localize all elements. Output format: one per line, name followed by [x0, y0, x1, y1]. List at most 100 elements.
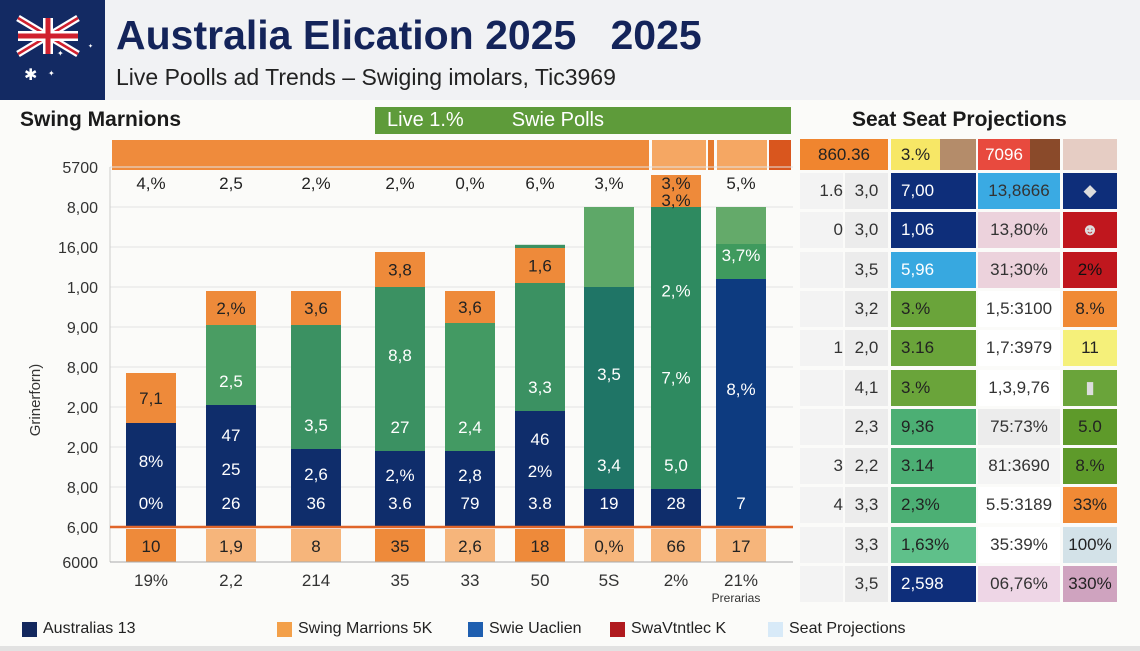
y-tick-label: 2,00 — [67, 440, 98, 457]
bar-segment-label: 2% — [528, 462, 553, 481]
bottom-value-label: 35 — [391, 537, 410, 556]
bar-segment-label: 0% — [139, 494, 164, 513]
bar-segment-label: 7,% — [661, 369, 690, 388]
row-value: 2,3 — [845, 408, 888, 445]
y-tick-label: 9,00 — [67, 320, 98, 337]
row-share: 3.% — [891, 290, 976, 327]
bar-segment-label: 3,% — [661, 191, 690, 210]
row-label — [800, 566, 843, 602]
y-tick-label: 2,00 — [67, 400, 98, 417]
bottom-value-box — [716, 529, 766, 562]
bar-segment — [651, 489, 701, 527]
row-label: 4 — [800, 487, 843, 524]
x-tick-label: 214 — [302, 571, 330, 590]
row-badge: 11 — [1063, 330, 1117, 367]
row-share: 3.% — [891, 369, 976, 406]
legend-swatch — [277, 621, 292, 637]
bar-segment-label: 19 — [600, 494, 619, 513]
row-share: 5,96 — [891, 251, 976, 288]
bar-top-label: 6,% — [525, 174, 554, 193]
bar-segment-label: 8,8 — [388, 346, 412, 365]
legend-label: Swing Marrions 5K — [298, 620, 433, 637]
bar-segment-label: 3,8 — [388, 261, 412, 280]
svg-text:✱: ✱ — [24, 67, 37, 84]
row-share: 2,3% — [891, 487, 976, 524]
svg-text:✦: ✦ — [48, 69, 55, 78]
x-tick-label: 50 — [531, 571, 550, 590]
bar-segment-label: 2,4 — [458, 418, 482, 437]
x-sublabel: Prerarias — [712, 591, 761, 605]
bar-top-label: 0,% — [455, 174, 484, 193]
stacked-bar-chart: 5700 8,00 16,00 1,00 9,00 8,00 2,00 2,00 8,00 6,0… — [27, 140, 793, 605]
bar-segment-label: 3.8 — [528, 494, 552, 513]
row-label: 1.6 — [800, 173, 843, 209]
bar-segment-label: 3,3 — [528, 378, 552, 397]
bar-segment — [651, 175, 701, 207]
row-value: 3,0 — [845, 173, 888, 209]
bar-segment-label: 25 — [222, 460, 241, 479]
bottom-value-box — [291, 529, 341, 562]
bar-segment-label: 7,1 — [139, 389, 163, 408]
top-banner-segment — [717, 140, 767, 170]
row-label: 0 — [800, 212, 843, 249]
row-badge: 5.0 — [1063, 408, 1117, 445]
bar-segment — [206, 325, 256, 405]
bar-segment-label: 8,% — [726, 380, 755, 399]
row-ratio: 13,80% — [978, 212, 1060, 249]
bar-segment — [515, 248, 565, 283]
bar-segment — [445, 291, 495, 323]
bar-segment — [515, 244, 565, 248]
bar-segment — [126, 423, 176, 527]
bar-segment — [716, 244, 766, 279]
bar-segment — [515, 411, 565, 527]
australian-flag-icon: ✱ ✦ ✦ ✦ — [0, 0, 105, 100]
bar-top-label: 4,% — [136, 174, 165, 193]
legend-swatch — [768, 621, 783, 637]
top-banner-segment — [112, 140, 649, 170]
bar-segment — [126, 373, 176, 423]
figure-icon: ▮ — [1063, 369, 1117, 406]
row-ratio: 35:39% — [978, 526, 1060, 563]
row-label: 1 — [800, 330, 843, 367]
bar-segment-label: 3,6 — [458, 298, 482, 317]
row-share: 9,36 — [891, 408, 976, 445]
x-tick-label: 5S — [599, 571, 620, 590]
legend: Australias 13 Swing Marrions 5K Swie Uacli… — [0, 620, 1140, 640]
bottom-value-label: 18 — [531, 537, 550, 556]
bar-segment — [291, 325, 341, 449]
bottom-value-label: 0,% — [594, 537, 623, 556]
bar-segment-label: 79 — [461, 494, 480, 513]
bar-top-label: 2,5 — [219, 174, 243, 193]
person-photo-icon — [1030, 139, 1060, 170]
bar-segment — [445, 451, 495, 527]
bar-top-label: 3,% — [594, 174, 623, 193]
bar-segment — [584, 489, 634, 527]
row-value: 3,2 — [845, 290, 888, 327]
row-value: 2,2 — [845, 448, 888, 485]
bottom-value-box — [206, 529, 256, 562]
row-share: 2,598 — [891, 566, 976, 602]
bar-segment — [291, 449, 341, 527]
y-tick-label: 8,00 — [67, 200, 98, 217]
row-label — [800, 408, 843, 445]
row-badge: 330% — [1063, 566, 1117, 602]
x-tick-label: 2% — [664, 571, 689, 590]
bar-top-label: 2,% — [385, 174, 414, 193]
bar-segment-label: 5,0 — [664, 456, 688, 475]
top-banner-segment — [769, 140, 791, 170]
row-share: 3.16 — [891, 330, 976, 367]
legend-item: Seat Projections — [768, 620, 906, 638]
bar-segment-label: 2,6 — [304, 465, 328, 484]
legend-label: SwaVtntlec K — [631, 620, 727, 637]
row-ratio: 13,8666 — [978, 173, 1060, 209]
woman-photo-icon — [1063, 139, 1117, 170]
row-value: 3,3 — [845, 487, 888, 524]
legend-swatch — [610, 621, 625, 637]
bar-segment — [375, 252, 425, 287]
bar-segment-label: 2,5 — [219, 372, 243, 391]
legend-item: SwaVtntlec K — [610, 620, 726, 638]
bar-segment-label: 47 — [222, 426, 241, 445]
header-cell: 3.% — [891, 139, 940, 170]
bottom-value-box — [445, 529, 495, 562]
row-value: 3,3 — [845, 526, 888, 563]
